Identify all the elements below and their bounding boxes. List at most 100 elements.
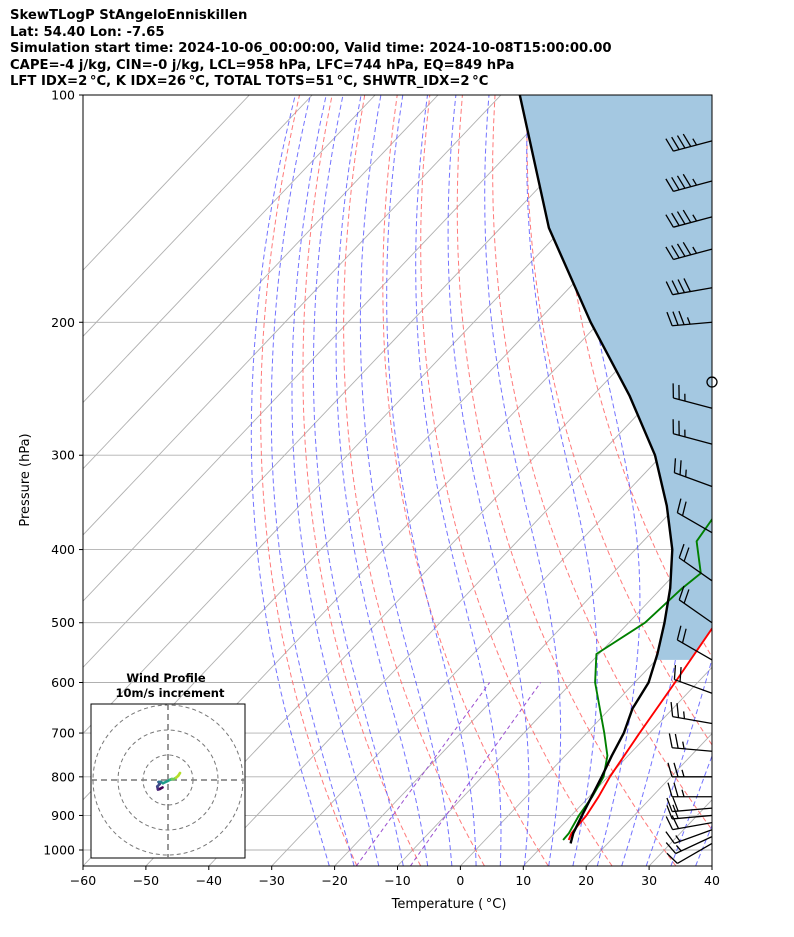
isotherm-line [83,95,250,271]
wind-barb-staff [673,216,713,228]
wind-barb-staff [672,321,713,327]
wind-barb-flag [682,241,692,256]
hodograph-subtitle: 10m/s increment [116,686,225,700]
wind-barb-flag [670,702,674,717]
wind-barb-half-flag [686,317,691,325]
mixing-ratio-line [355,682,491,866]
wind-barb-staff [674,829,713,845]
isotherm-line [271,401,712,866]
indices-line-2: LFT IDX=2 °C, K IDX=26 °C, TOTAL TOTS=51… [10,74,489,90]
cape-shading [519,95,712,660]
x-tick-label: −30 [259,873,285,888]
moist-adiabat [291,95,380,866]
dry-adiabat [302,95,422,866]
wind-barb-flag [673,782,679,797]
mixing-ratio-line [409,682,542,866]
wind-barb-flag [665,178,674,192]
wind-barb-staff [674,472,713,488]
wind-barb-flag [665,831,675,844]
wind-barb-staff [672,822,713,831]
wind-barb-half-flag [683,711,686,719]
wind-barb-flag [671,136,680,150]
axis-ticks: −60 −50 −40 −30 −20 −10 0 10 20 30 40 1000 900 800 700… [43,88,720,889]
wind-barb-flag [673,762,679,778]
isotherm-line [145,269,712,866]
wind-barb-half-flag [692,214,698,222]
isotherm-line [83,95,313,337]
wind-barb-flag [672,311,679,326]
x-tick-label: −20 [321,873,347,888]
moist-adiabat [250,95,330,866]
wind-barb-half-flag [692,178,698,186]
wind-barb-flag [672,797,679,812]
isotherm-line [83,95,376,404]
isotherm-line [711,865,712,866]
wind-barb-flag [678,543,685,559]
moist-adiabat [270,95,355,866]
wind-barb-flag [676,211,686,225]
wind-barb-flag [677,279,686,293]
moist-adiabat [312,95,404,866]
wind-barb-flag [671,245,680,259]
wind-barb-staff [678,599,713,624]
wind-barb-flag [678,310,685,325]
x-tick-label: −40 [196,873,222,888]
wind-barb-half-flag [685,469,687,477]
wind-barb-flag [679,667,682,682]
y-tick-label: 300 [51,448,75,463]
moist-adiabat [335,95,429,866]
isotherm-line [83,95,565,602]
time-line: Simulation start time: 2024-10-06_00:00:… [10,41,612,57]
isotherm-line [460,600,712,866]
wind-barb-staff [672,747,713,752]
wind-barb-flag [679,460,682,475]
dry-adiabat [492,95,712,831]
isotherm-line [585,732,712,866]
dry-adiabat [343,95,485,866]
calm-wind-circle [706,376,718,388]
x-tick-label: −50 [133,873,159,888]
y-tick-label: 600 [51,675,75,690]
wind-barb-flag [676,243,686,257]
wind-barb-staff [672,807,713,813]
wind-barb-flag [667,782,673,797]
wind-barb-flag [671,280,680,294]
x-tick-label: 30 [641,873,657,888]
wind-barb-half-flag [681,789,685,797]
x-tick-label: 20 [578,873,594,888]
wind-barb-flag [678,585,685,600]
isotherm-line [83,95,502,536]
wind-barb-flag [681,501,687,516]
wind-barb-staff [677,639,713,661]
wind-barb-flag [665,138,674,152]
chart-header: SkewTLogP StAngeloEnniskillen Lat: 54.40… [10,8,612,91]
y-tick-label: 400 [51,542,75,557]
wind-barb-staff [673,397,713,409]
location-line: Lat: 54.40 Lon: -7.65 [10,24,165,40]
wind-barb-flag [666,797,673,812]
wind-barb-flag [665,842,677,854]
x-axis-label: Temperature ( °C) [391,897,507,912]
wind-barb-flag [671,212,680,226]
wind-barb-flag [667,762,673,778]
x-tick-label: 10 [515,873,531,888]
wind-barb-flag [683,547,690,562]
y-tick-label: 100 [51,88,75,103]
x-tick-label: 0 [456,873,464,888]
y-tick-label: 1000 [43,843,75,858]
wind-barb-flag [673,665,677,680]
wind-barb-staff [678,557,713,582]
hodograph-inset: Wind Profile 10m/s increment [90,671,246,859]
isotherm-line [522,666,712,866]
chart-title: SkewTLogP StAngeloEnniskillen [10,8,248,23]
profile-lines [518,95,712,844]
wind-barb-staff [673,433,713,445]
dry-adiabat [456,95,677,866]
moist-adiabat [447,95,530,866]
isotherm-line [208,335,712,866]
wind-barb-staff [674,678,713,694]
wind-barb-half-flag [675,835,681,842]
moist-adiabat [415,95,502,866]
wind-barb-flag [666,852,678,864]
